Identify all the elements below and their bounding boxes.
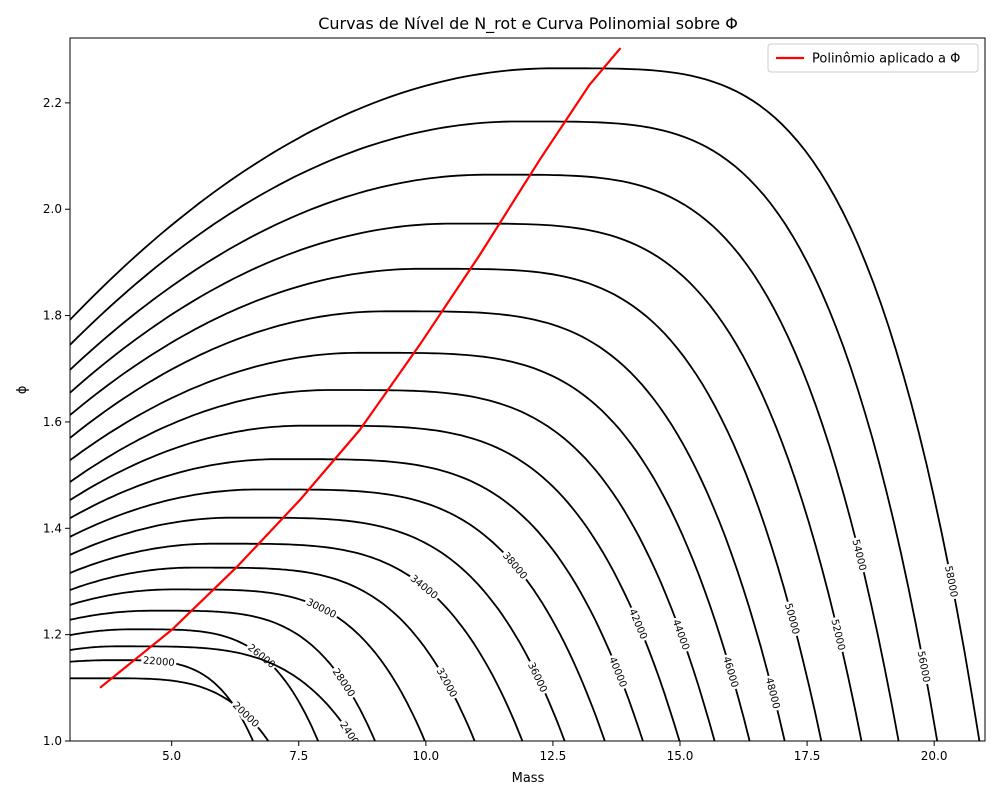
y-tick-label: 1.0 (43, 734, 62, 748)
y-tick-label: 1.8 (43, 309, 62, 323)
x-tick-label: 15.0 (667, 749, 694, 763)
contour-line (70, 542, 524, 741)
polynomial-line (99, 47, 622, 689)
contour-line (70, 120, 939, 741)
contour-line (70, 488, 606, 741)
legend-box (767, 43, 979, 73)
contour-line (70, 645, 356, 741)
contour-label: 22000 (142, 655, 175, 669)
x-tick-label: 7.5 (289, 749, 308, 763)
contour-line (70, 628, 319, 741)
x-tick-label: 17.5 (794, 749, 821, 763)
contour-line (70, 566, 476, 741)
y-axis-label: ϕ (15, 386, 30, 395)
x-tick-label: 5.0 (162, 749, 181, 763)
y-tick-label: 1.2 (43, 628, 62, 642)
y-tick-label: 2.2 (43, 96, 62, 110)
contour-line (70, 516, 566, 741)
x-tick-label: 10.0 (412, 749, 439, 763)
y-tick-label: 1.6 (43, 415, 62, 429)
contour-line (70, 173, 900, 741)
contour-line (70, 389, 716, 741)
contour-line (70, 267, 823, 741)
legend-label: Polinômio aplicado a Φ (812, 52, 960, 67)
contour-line (70, 609, 376, 741)
contour-line (70, 67, 981, 741)
axes: 5.0 7.5 10.0 12.5 15.0 17.5 20.0 1.0 1.2 1.4 1.6 1.… (43, 96, 948, 763)
contour-line (70, 310, 786, 741)
axes-frame (69, 37, 986, 742)
contour-line (70, 351, 751, 741)
contour-line (70, 222, 863, 741)
contour-line (70, 588, 426, 741)
x-axis-label: Mass (512, 771, 545, 786)
contour-line (70, 424, 681, 741)
contour-line (70, 659, 254, 741)
legend: Polinômio aplicado a Φ (767, 43, 979, 73)
y-tick-label: 2.0 (43, 202, 62, 216)
chart-title: Curvas de Nível de N_rot e Curva Polinom… (318, 14, 738, 34)
y-tick-label: 1.4 (43, 521, 62, 535)
x-tick-label: 20.0 (921, 749, 948, 763)
contour-line (70, 677, 270, 741)
contour-line (70, 458, 644, 741)
x-tick-label: 12.5 (540, 749, 567, 763)
